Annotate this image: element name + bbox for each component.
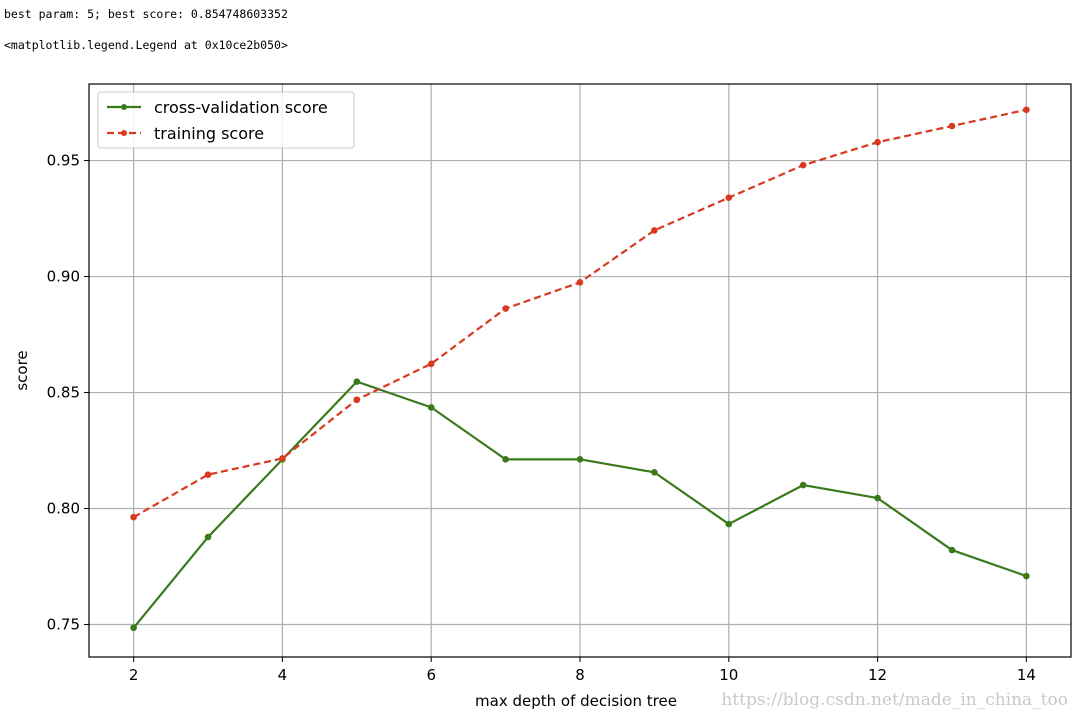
- console-output-legend-repr: <matplotlib.legend.Legend at 0x10ce2b050…: [4, 38, 288, 52]
- y-tick-label: 0.90: [47, 268, 80, 286]
- data-point-cross-validation: [576, 456, 584, 463]
- data-point-training: [799, 161, 807, 169]
- data-point-training: [130, 513, 137, 521]
- data-point-cross-validation: [353, 378, 361, 385]
- x-tick-label: 2: [129, 666, 139, 684]
- y-tick-label: 0.75: [47, 616, 80, 634]
- data-point-cross-validation: [1023, 572, 1030, 580]
- data-point-training: [353, 396, 361, 404]
- x-tick-label: 14: [1017, 666, 1036, 684]
- data-point-training: [1023, 106, 1030, 114]
- watermark-text: https://blog.csdn.net/made_in_china_too: [721, 690, 1068, 710]
- ticks: 2 4 6 8 10 12 14 0.75 0.80 0.85 0.90 0.95: [47, 152, 1036, 684]
- x-tick-label: 6: [426, 666, 436, 684]
- data-point-cross-validation: [130, 624, 137, 632]
- data-point-training: [502, 305, 509, 312]
- data-point-cross-validation: [725, 520, 733, 528]
- data-point-cross-validation: [651, 469, 658, 476]
- data-point-training: [874, 138, 881, 146]
- data-point-training: [427, 360, 435, 368]
- data-point-cross-validation: [204, 533, 212, 541]
- data-point-cross-validation: [799, 481, 807, 489]
- legend: cross-validation score training score: [97, 91, 355, 149]
- data-point-cross-validation: [427, 404, 435, 411]
- data-point-cross-validation: [502, 456, 509, 463]
- series-layer: [130, 106, 1030, 632]
- data-point-training: [651, 227, 658, 234]
- data-point-training: [948, 122, 956, 130]
- legend-marker-training: [121, 130, 127, 136]
- y-tick-label: 0.95: [47, 152, 80, 170]
- data-point-cross-validation: [948, 546, 956, 554]
- legend-box: [97, 91, 355, 149]
- y-axis-label: score: [13, 350, 31, 390]
- x-axis-label: max depth of decision tree: [475, 692, 677, 710]
- legend-entry-training: training score: [107, 124, 264, 143]
- console-output-best-param: best param: 5; best score: 0.85474860335…: [4, 7, 288, 21]
- data-point-training: [576, 279, 584, 286]
- x-tick-label: 4: [278, 666, 288, 684]
- grid: [89, 84, 1071, 657]
- legend-marker-cross-validation: [121, 104, 127, 110]
- data-point-cross-validation: [874, 494, 881, 502]
- x-tick-label: 12: [868, 666, 887, 684]
- data-point-training: [204, 471, 212, 478]
- y-tick-label: 0.80: [47, 500, 80, 518]
- data-point-training: [279, 455, 286, 462]
- legend-entry-cross-validation: cross-validation score: [107, 98, 328, 117]
- legend-label-cross-validation: cross-validation score: [154, 98, 328, 117]
- x-tick-label: 8: [575, 666, 585, 684]
- data-point-training: [725, 194, 733, 201]
- y-tick-label: 0.85: [47, 384, 80, 402]
- legend-label-training: training score: [154, 124, 264, 143]
- x-tick-label: 10: [719, 666, 738, 684]
